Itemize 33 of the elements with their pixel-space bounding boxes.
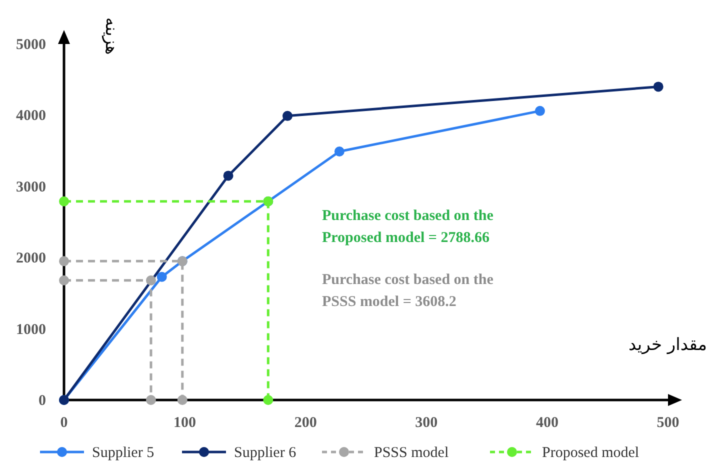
point <box>146 395 156 405</box>
legend-label: Supplier 5 <box>92 445 154 461</box>
y-tick-label: 4000 <box>16 108 46 124</box>
x-tick-label: 400 <box>536 415 558 431</box>
point <box>534 106 545 116</box>
legend-label: Proposed model <box>542 445 640 461</box>
point <box>177 395 188 405</box>
x-tick-label: 0 <box>60 415 68 431</box>
annotation: Purchase cost based on the Proposed model = 2788.66 <box>322 208 494 246</box>
y-tick-label: 1000 <box>16 322 46 338</box>
x-tick-label: 300 <box>415 415 438 431</box>
point <box>156 272 167 282</box>
legend-label: PSSS model <box>374 445 449 461</box>
point <box>334 146 344 157</box>
y-tick-label: 3000 <box>16 179 46 196</box>
x-tick-label: 100 <box>174 415 196 431</box>
x-axis-title: مقدار خرید <box>628 335 707 355</box>
annotation: Purchase cost based on the PSSS model = 3608.2 <box>322 272 494 310</box>
point <box>263 395 274 405</box>
point <box>59 256 69 266</box>
y-tick-label: 5000 <box>16 37 46 53</box>
point <box>653 82 664 92</box>
point <box>146 275 156 286</box>
x-tick-label: 200 <box>294 415 317 431</box>
y-tick-label: 0 <box>38 393 46 409</box>
point <box>59 196 69 206</box>
x-tick-label: 500 <box>656 415 680 431</box>
legend-label: Supplier 6 <box>234 445 297 461</box>
point <box>223 170 234 181</box>
point <box>59 275 69 286</box>
y-axis-title: هزینه <box>101 17 121 55</box>
point <box>282 110 292 121</box>
y-tick-label: 2000 <box>16 250 46 267</box>
